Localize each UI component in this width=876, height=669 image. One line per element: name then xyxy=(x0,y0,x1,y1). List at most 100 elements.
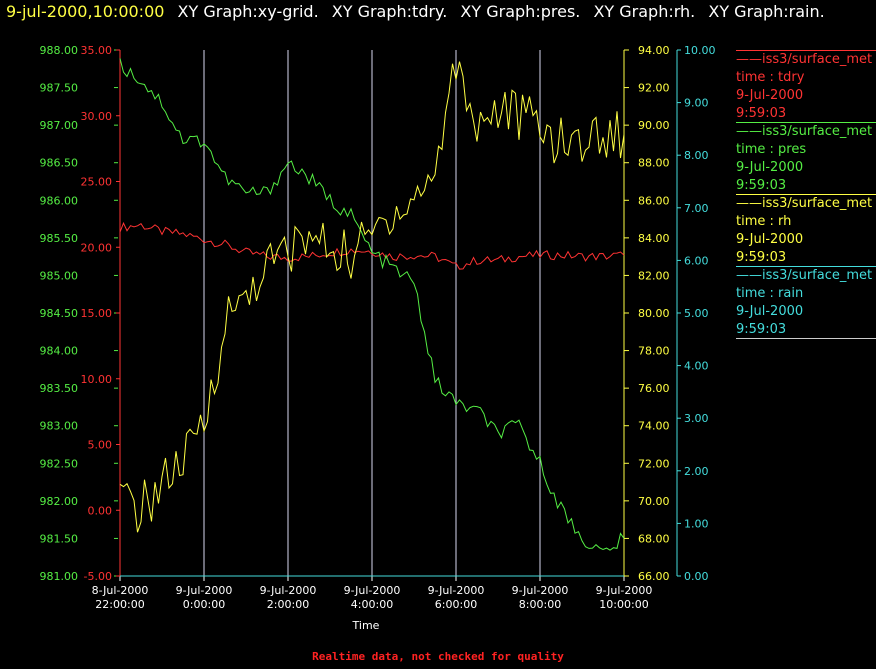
graph-name-rh: XY Graph:rh. xyxy=(593,2,696,21)
tdry-tick-label: 25.00 xyxy=(81,176,113,189)
legend-date-text: 9-Jul-2000 xyxy=(736,160,804,175)
x-tick-label-date: 9-Jul-2000 xyxy=(428,584,485,597)
legend-swatch: —— xyxy=(736,268,762,283)
rh-tick-label: 66.00 xyxy=(638,570,670,583)
x-tick-label-date: 9-Jul-2000 xyxy=(344,584,401,597)
graph-name-xy-grid: XY Graph:xy-grid. xyxy=(177,2,319,21)
x-tick-label-date: 8-Jul-2000 xyxy=(92,584,149,597)
pres-tick-label: 986.50 xyxy=(40,157,79,170)
rain-tick-label: 10.00 xyxy=(684,44,716,57)
x-tick-label-time: 22:00:00 xyxy=(95,598,144,611)
graph-name-pres: XY Graph:pres. xyxy=(460,2,581,21)
x-tick-label-time: 4:00:00 xyxy=(351,598,393,611)
rh-tick-label: 78.00 xyxy=(638,345,670,358)
legend-swatch: —— xyxy=(736,52,762,67)
pres-tick-label: 988.00 xyxy=(40,44,79,57)
rain-tick-label: 2.00 xyxy=(684,465,709,478)
legend-field-text: time : rh xyxy=(736,214,792,229)
pres-tick-label: 982.00 xyxy=(40,495,79,508)
legend-source: ——iss3/surface_met xyxy=(736,195,876,213)
legend-field-text: time : tdry xyxy=(736,70,805,85)
rh-tick-label: 70.00 xyxy=(638,495,670,508)
legend-field: time : pres xyxy=(736,141,876,159)
legend-swatch: —— xyxy=(736,124,762,139)
rh-tick-label: 80.00 xyxy=(638,307,670,320)
legend-time-text: 9:59:03 xyxy=(736,250,787,265)
legend-source: ——iss3/surface_met xyxy=(736,123,876,141)
legend-swatch: —— xyxy=(736,196,762,211)
legend-time-text: 9:59:03 xyxy=(736,106,787,121)
legend-source-text: iss3/surface_met xyxy=(762,268,873,283)
x-tick-label-date: 9-Jul-2000 xyxy=(176,584,233,597)
rain-tick-label: 5.00 xyxy=(684,307,709,320)
legend-field: time : rh xyxy=(736,213,876,231)
rain-tick-label: 0.00 xyxy=(684,570,709,583)
tdry-tick-label: 30.00 xyxy=(81,110,113,123)
x-tick-label-date: 9-Jul-2000 xyxy=(512,584,569,597)
legend-source: ——iss3/surface_met xyxy=(736,267,876,285)
rain-tick-label: 8.00 xyxy=(684,149,709,162)
legend-date: 9-Jul-2000 xyxy=(736,87,876,105)
legend-time-text: 9:59:03 xyxy=(736,322,787,337)
legend-time-text: 9:59:03 xyxy=(736,178,787,193)
legend-entry: ——iss3/surface_met time : rh 9-Jul-2000 9:5… xyxy=(736,194,876,267)
rain-tick-label: 9.00 xyxy=(684,97,709,110)
series-line-pres xyxy=(119,58,625,551)
rh-tick-label: 76.00 xyxy=(638,382,670,395)
tdry-tick-label: 15.00 xyxy=(81,307,113,320)
x-tick-label-time: 8:00:00 xyxy=(519,598,561,611)
legend-field-text: time : rain xyxy=(736,286,804,301)
tdry-tick-label: -5.00 xyxy=(84,570,112,583)
legend-date-text: 9-Jul-2000 xyxy=(736,232,804,247)
legend-date-text: 9-Jul-2000 xyxy=(736,88,804,103)
legend-time: 9:59:03 xyxy=(736,105,876,123)
rain-tick-label: 3.00 xyxy=(684,412,709,425)
legend-date: 9-Jul-2000 xyxy=(736,303,876,321)
pres-tick-label: 982.50 xyxy=(40,457,79,470)
pres-tick-label: 987.50 xyxy=(40,82,79,95)
rain-tick-label: 6.00 xyxy=(684,254,709,267)
x-axis-label: Time xyxy=(352,619,380,632)
legend-entry: ——iss3/surface_met time : pres 9-Jul-2000 9… xyxy=(736,122,876,195)
series-line-rh xyxy=(119,61,625,533)
title-bar: 9-jul-2000,10:00:00 XY Graph:xy-grid. XY… xyxy=(6,2,833,21)
series-line-tdry xyxy=(119,221,625,270)
rh-tick-label: 90.00 xyxy=(638,119,670,132)
legend-source-text: iss3/surface_met xyxy=(762,196,873,211)
legend-source: ——iss3/surface_met xyxy=(736,51,876,69)
pres-tick-label: 981.00 xyxy=(40,570,79,583)
pres-tick-label: 987.00 xyxy=(40,119,79,132)
legend-time: 9:59:03 xyxy=(736,249,876,267)
x-tick-label-time: 2:00:00 xyxy=(267,598,309,611)
pres-tick-label: 985.00 xyxy=(40,269,79,282)
rh-tick-label: 68.00 xyxy=(638,532,670,545)
rh-tick-label: 84.00 xyxy=(638,232,670,245)
x-tick-label-date: 9-Jul-2000 xyxy=(596,584,653,597)
pres-tick-label: 985.50 xyxy=(40,232,79,245)
pres-tick-label: 984.00 xyxy=(40,345,79,358)
legend-source-text: iss3/surface_met xyxy=(762,52,873,67)
rh-tick-label: 82.00 xyxy=(638,269,670,282)
tdry-tick-label: 35.00 xyxy=(81,44,113,57)
rh-tick-label: 88.00 xyxy=(638,157,670,170)
x-tick-label-date: 9-Jul-2000 xyxy=(260,584,317,597)
rh-tick-label: 92.00 xyxy=(638,82,670,95)
rh-tick-label: 72.00 xyxy=(638,457,670,470)
tdry-tick-label: 20.00 xyxy=(81,241,113,254)
rain-tick-label: 1.00 xyxy=(684,517,709,530)
legend-date-text: 9-Jul-2000 xyxy=(736,304,804,319)
rain-tick-label: 4.00 xyxy=(684,360,709,373)
legend-entry: ——iss3/surface_met time : rain 9-Jul-2000 9… xyxy=(736,266,876,339)
legend-time: 9:59:03 xyxy=(736,321,876,339)
title-date: 9-jul-2000,10:00:00 xyxy=(6,2,165,21)
x-tick-label-time: 6:00:00 xyxy=(435,598,477,611)
legend-field-text: time : pres xyxy=(736,142,807,157)
pres-tick-label: 983.00 xyxy=(40,420,79,433)
rh-tick-label: 86.00 xyxy=(638,194,670,207)
legend-date: 9-Jul-2000 xyxy=(736,159,876,177)
legend-bottom-rule xyxy=(736,338,876,339)
graph-name-tdry: XY Graph:tdry. xyxy=(331,2,448,21)
tdry-tick-label: 0.00 xyxy=(88,504,113,517)
legend-date: 9-Jul-2000 xyxy=(736,231,876,249)
